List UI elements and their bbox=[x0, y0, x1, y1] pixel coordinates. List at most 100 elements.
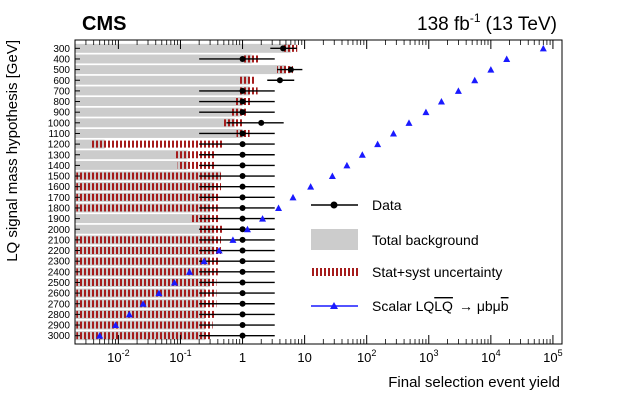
mass-tick-label: 500 bbox=[53, 65, 70, 76]
signal-point bbox=[155, 289, 163, 297]
x-tick-label: 105 bbox=[543, 348, 562, 365]
mass-tick-label: 2000 bbox=[48, 225, 71, 236]
signal-point bbox=[289, 193, 297, 201]
background-bar bbox=[75, 107, 240, 117]
uncertainty-band bbox=[76, 268, 218, 276]
signal-point bbox=[503, 55, 511, 62]
cms-label: CMS bbox=[82, 13, 126, 35]
signal-point bbox=[170, 278, 178, 286]
data-point bbox=[239, 311, 246, 318]
signal-point bbox=[215, 247, 223, 254]
mass-tick-label: 300 bbox=[53, 44, 70, 55]
uncertainty-band bbox=[76, 289, 217, 297]
data-point bbox=[239, 183, 246, 190]
mass-tick-label: 2200 bbox=[48, 246, 71, 257]
data-point bbox=[239, 322, 246, 329]
data-point bbox=[239, 151, 246, 158]
mass-tick-label: 800 bbox=[53, 97, 70, 108]
mass-tick-label: 1200 bbox=[48, 140, 71, 151]
signal-point bbox=[243, 225, 251, 233]
signal-point bbox=[275, 204, 283, 211]
uncertainty-band bbox=[76, 183, 222, 191]
uncertainty-band bbox=[76, 278, 217, 286]
signal-point bbox=[200, 257, 208, 265]
x-tick-label: 10-1 bbox=[169, 348, 191, 365]
mass-tick-label: 600 bbox=[53, 76, 70, 87]
lumi-value: 138 fb bbox=[417, 14, 470, 35]
signal-point bbox=[328, 172, 336, 180]
legend-signal-marker bbox=[330, 302, 338, 309]
background-bar bbox=[75, 75, 250, 85]
mass-tick-label: 2100 bbox=[48, 235, 71, 246]
legend-signal-decay: → μbμ bbox=[459, 298, 501, 314]
data-point bbox=[287, 66, 294, 73]
mass-tick-label: 2600 bbox=[48, 289, 71, 300]
legend-signal-label: Scalar LQLQ → μbμb bbox=[372, 298, 509, 314]
mass-tick-label: 1000 bbox=[48, 118, 71, 129]
mass-tick-label: 2400 bbox=[48, 267, 71, 278]
legend-data-marker bbox=[330, 201, 338, 209]
luminosity-label: 138 fb-1 (13 TeV) bbox=[417, 11, 557, 35]
legend-uncertainty-label: Stat+syst uncertainty bbox=[372, 264, 502, 280]
signal-point bbox=[437, 98, 445, 105]
mass-tick-label: 1900 bbox=[48, 214, 71, 225]
data-point bbox=[239, 204, 246, 211]
legend-signal-prefix: Scalar LQ bbox=[372, 298, 434, 314]
mass-tick-label: 1100 bbox=[48, 129, 70, 140]
background-bar bbox=[75, 118, 235, 128]
mass-tick-label: 900 bbox=[53, 108, 70, 119]
data-point bbox=[239, 173, 246, 180]
data-point bbox=[239, 247, 246, 254]
data-point bbox=[239, 258, 246, 265]
x-tick-label: 102 bbox=[357, 348, 376, 365]
data-point bbox=[239, 98, 246, 105]
background-bar bbox=[75, 54, 252, 64]
x-axis-ticks: 10-2 10-1 1 10 102 103 104 105 bbox=[74, 40, 563, 365]
x-tick-label: 103 bbox=[419, 348, 438, 365]
data-point bbox=[239, 279, 246, 286]
uncertainty-band bbox=[76, 204, 218, 212]
data-point bbox=[239, 162, 246, 169]
mass-tick-label: 2500 bbox=[48, 278, 71, 289]
legend-data-label: Data bbox=[372, 197, 402, 213]
x-tick-label: 104 bbox=[481, 348, 500, 365]
uncertainty-band bbox=[177, 161, 215, 169]
mass-tick-label: 700 bbox=[53, 86, 70, 97]
uncertainty-band bbox=[76, 300, 217, 308]
signal-point bbox=[389, 129, 397, 137]
mass-tick-label: 2300 bbox=[48, 257, 71, 268]
uncertainty-band bbox=[76, 310, 215, 318]
signal-point bbox=[112, 321, 120, 329]
x-axis-title: Final selection event yield bbox=[388, 374, 560, 391]
background-bar bbox=[75, 65, 286, 75]
legend: Data Total background Stat+syst uncertai… bbox=[311, 197, 509, 314]
background-bar bbox=[75, 214, 211, 224]
signal-point bbox=[405, 119, 413, 126]
background-bar bbox=[75, 86, 250, 96]
mass-tick-label: 1700 bbox=[48, 193, 71, 204]
signal-point bbox=[125, 310, 133, 318]
background-bar bbox=[75, 139, 105, 149]
background-bar bbox=[75, 150, 188, 160]
x-tick-label: 10 bbox=[297, 350, 311, 365]
background-bar bbox=[75, 128, 243, 138]
signal-point bbox=[343, 161, 351, 169]
background-bar bbox=[75, 224, 215, 234]
y-axis-labels: 3004005006007008009001000110012001300140… bbox=[48, 44, 80, 342]
uncertainty-band bbox=[76, 236, 222, 244]
data-point bbox=[280, 45, 287, 52]
mass-tick-label: 3000 bbox=[48, 331, 71, 342]
uncertainty-band bbox=[76, 257, 220, 265]
lumi-exponent: -1 bbox=[470, 11, 481, 25]
data-point bbox=[239, 226, 246, 233]
x-tick-label: 1 bbox=[239, 350, 246, 365]
data-point bbox=[239, 194, 246, 201]
mass-tick-label: 2700 bbox=[48, 299, 71, 310]
data-point bbox=[239, 300, 246, 307]
data-point bbox=[239, 55, 246, 62]
background-bar bbox=[75, 97, 243, 107]
data-point bbox=[276, 77, 283, 84]
legend-background-label: Total background bbox=[372, 232, 479, 248]
data-point bbox=[239, 109, 246, 116]
